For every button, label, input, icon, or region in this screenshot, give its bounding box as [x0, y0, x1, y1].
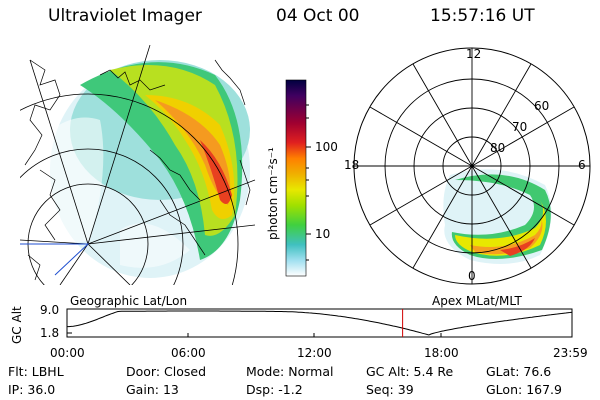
alt-tick-9: 9.0 [40, 303, 60, 317]
mlt-label-6: 6 [578, 158, 586, 172]
lat-label-60: 60 [534, 99, 550, 113]
mlt-label-18: 18 [344, 158, 360, 172]
time-tick-0000: 00:00 [50, 346, 85, 360]
info-dsp: Dsp: -1.2 [246, 382, 303, 397]
mlt-label-0: 0 [468, 269, 476, 283]
time-tick-0600: 06:00 [171, 346, 206, 360]
geographic-image [20, 45, 256, 285]
colorbar-label: photon cm⁻²s⁻¹ [266, 147, 280, 240]
altitude-curve [67, 310, 573, 336]
info-seq: Seq: 39 [366, 382, 414, 397]
time-tick-1200: 12:00 [297, 346, 332, 360]
time-tick-2359: 23:59 [553, 346, 588, 360]
lat-label-80: 80 [490, 141, 506, 155]
apex-label: Apex MLat/MLT [432, 294, 522, 308]
colorbar [285, 79, 307, 277]
instrument-title: Ultraviolet Imager [48, 6, 202, 26]
info-glon: GLon: 167.9 [486, 382, 562, 397]
altitude-panel [66, 308, 573, 338]
geographic-label: Geographic Lat/Lon [70, 294, 188, 308]
time-tick-1800: 18:00 [424, 346, 459, 360]
info-flt: Flt: LBHL [8, 364, 64, 379]
info-door: Door: Closed [126, 364, 207, 379]
lat-label-70: 70 [512, 120, 528, 134]
altitude-ylabel: GC Alt [10, 306, 24, 344]
info-gain: Gain: 13 [126, 382, 179, 397]
colorbar-tick-10: 10 [315, 227, 331, 241]
alt-tick-1-8: 1.8 [40, 326, 60, 340]
date-label: 04 Oct 00 [276, 6, 360, 26]
info-gc-alt: GC Alt: 5.4 Re [366, 364, 454, 379]
polar-plot [353, 47, 591, 285]
mlt-label-12: 12 [466, 47, 482, 61]
colorbar-tick-100: 100 [315, 140, 338, 154]
info-ip: IP: 36.0 [8, 382, 56, 397]
info-mode: Mode: Normal [246, 364, 334, 379]
time-label: 15:57:16 UT [430, 6, 535, 26]
info-glat: GLat: 76.6 [486, 364, 552, 379]
